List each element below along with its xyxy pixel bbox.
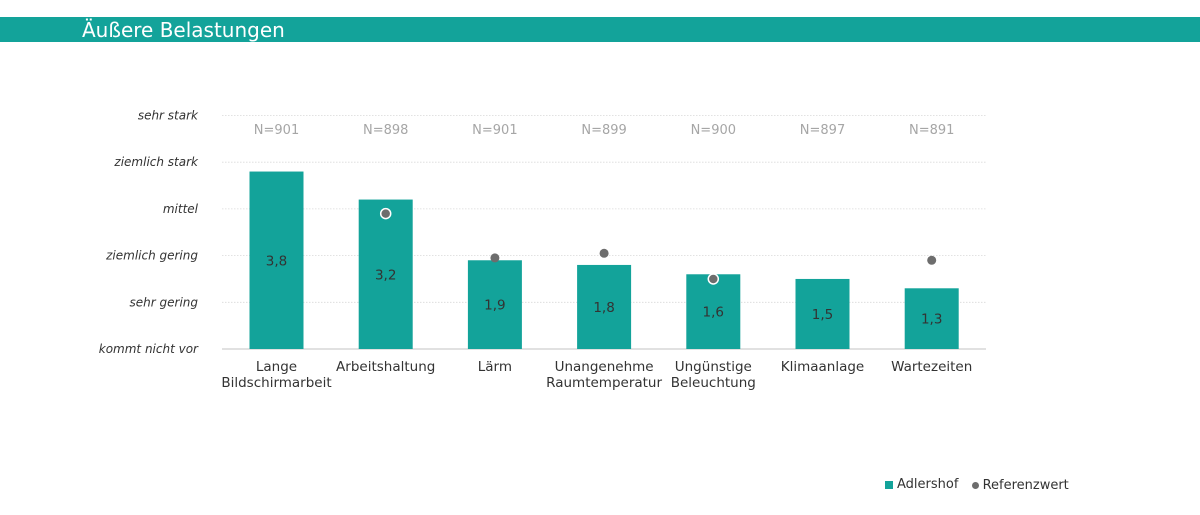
legend-label-referenzwert: Referenzwert (982, 477, 1069, 493)
bar (795, 278, 850, 349)
bars (249, 171, 959, 349)
category-label: Ungünstige Beleuchtung (671, 359, 756, 391)
y-tick-label: sehr stark (138, 109, 199, 123)
chart-text: kommt nicht vor sehr gering ziemlich gerin… (99, 109, 973, 392)
bar (249, 171, 304, 349)
bar-value-label: 1,5 (812, 307, 833, 323)
bar (577, 264, 632, 349)
y-tick-label: mittel (163, 202, 199, 216)
reference-point (927, 255, 937, 265)
bar-value-label: 1,3 (921, 312, 942, 328)
category-label-line: Klimaanlage (781, 359, 865, 375)
category-label-line: Ungünstige (675, 359, 752, 375)
y-tick-label: ziemlich gering (105, 249, 198, 263)
category-label: Lärm (478, 359, 512, 375)
bar-value-label: 1,6 (703, 305, 724, 321)
reference-point (490, 253, 500, 263)
sample-size-label: N=898 (363, 123, 408, 138)
category-label-line: Unangenehme (555, 359, 654, 375)
category-label: Klimaanlage (781, 359, 865, 375)
category-label: Wartezeiten (891, 359, 972, 375)
y-tick-label: sehr gering (130, 295, 199, 309)
bar-value-label: 3,8 (266, 253, 287, 269)
legend-swatch-dot (971, 481, 979, 489)
reference-point (599, 248, 609, 258)
page-title: Äußere Belastungen (82, 18, 285, 42)
reference-point (379, 207, 392, 220)
bar (686, 274, 741, 349)
category-label-line: Beleuchtung (671, 375, 756, 391)
sample-size-label: N=899 (581, 123, 626, 138)
bar (904, 288, 959, 349)
bar-value-label: 3,2 (375, 267, 396, 283)
category-label-line: Wartezeiten (891, 359, 972, 375)
category-label-line: Raumtemperatur (546, 375, 662, 391)
legend-label-adlershof: Adlershof (897, 477, 959, 492)
legend-item-adlershof: Adlershof (885, 477, 958, 492)
category-label-line: Arbeitshaltung (336, 359, 435, 375)
category-label: Arbeitshaltung (336, 359, 435, 375)
reference-point (707, 273, 720, 285)
category-label-line: Lärm (478, 359, 512, 375)
reference-points (379, 207, 937, 285)
bar-value-label: 1,9 (484, 298, 505, 314)
sample-size-label: N=900 (691, 123, 736, 138)
bar (358, 199, 413, 349)
category-label: Lange Bildschirmarbeit (221, 359, 331, 391)
sample-size-label: N=897 (800, 123, 845, 138)
bar-value-label: 1,8 (593, 300, 614, 316)
bar (467, 260, 522, 349)
y-tick-label: kommt nicht vor (99, 342, 199, 356)
y-tick-label: ziemlich stark (113, 155, 199, 169)
legend-item-referenzwert: Referenzwert (971, 477, 1069, 493)
sample-size-label: N=901 (254, 123, 299, 138)
legend-swatch-square (885, 480, 893, 489)
legend: Adlershof Referenzwert (885, 477, 1078, 493)
category-label-line: Lange (256, 359, 297, 375)
sample-size-label: N=891 (909, 123, 954, 138)
category-label-line: Bildschirmarbeit (221, 375, 331, 391)
category-label: Unangenehme Raumtemperatur (546, 359, 662, 391)
title-bar: Äußere Belastungen (0, 17, 1200, 42)
sample-size-label: N=901 (472, 123, 517, 138)
